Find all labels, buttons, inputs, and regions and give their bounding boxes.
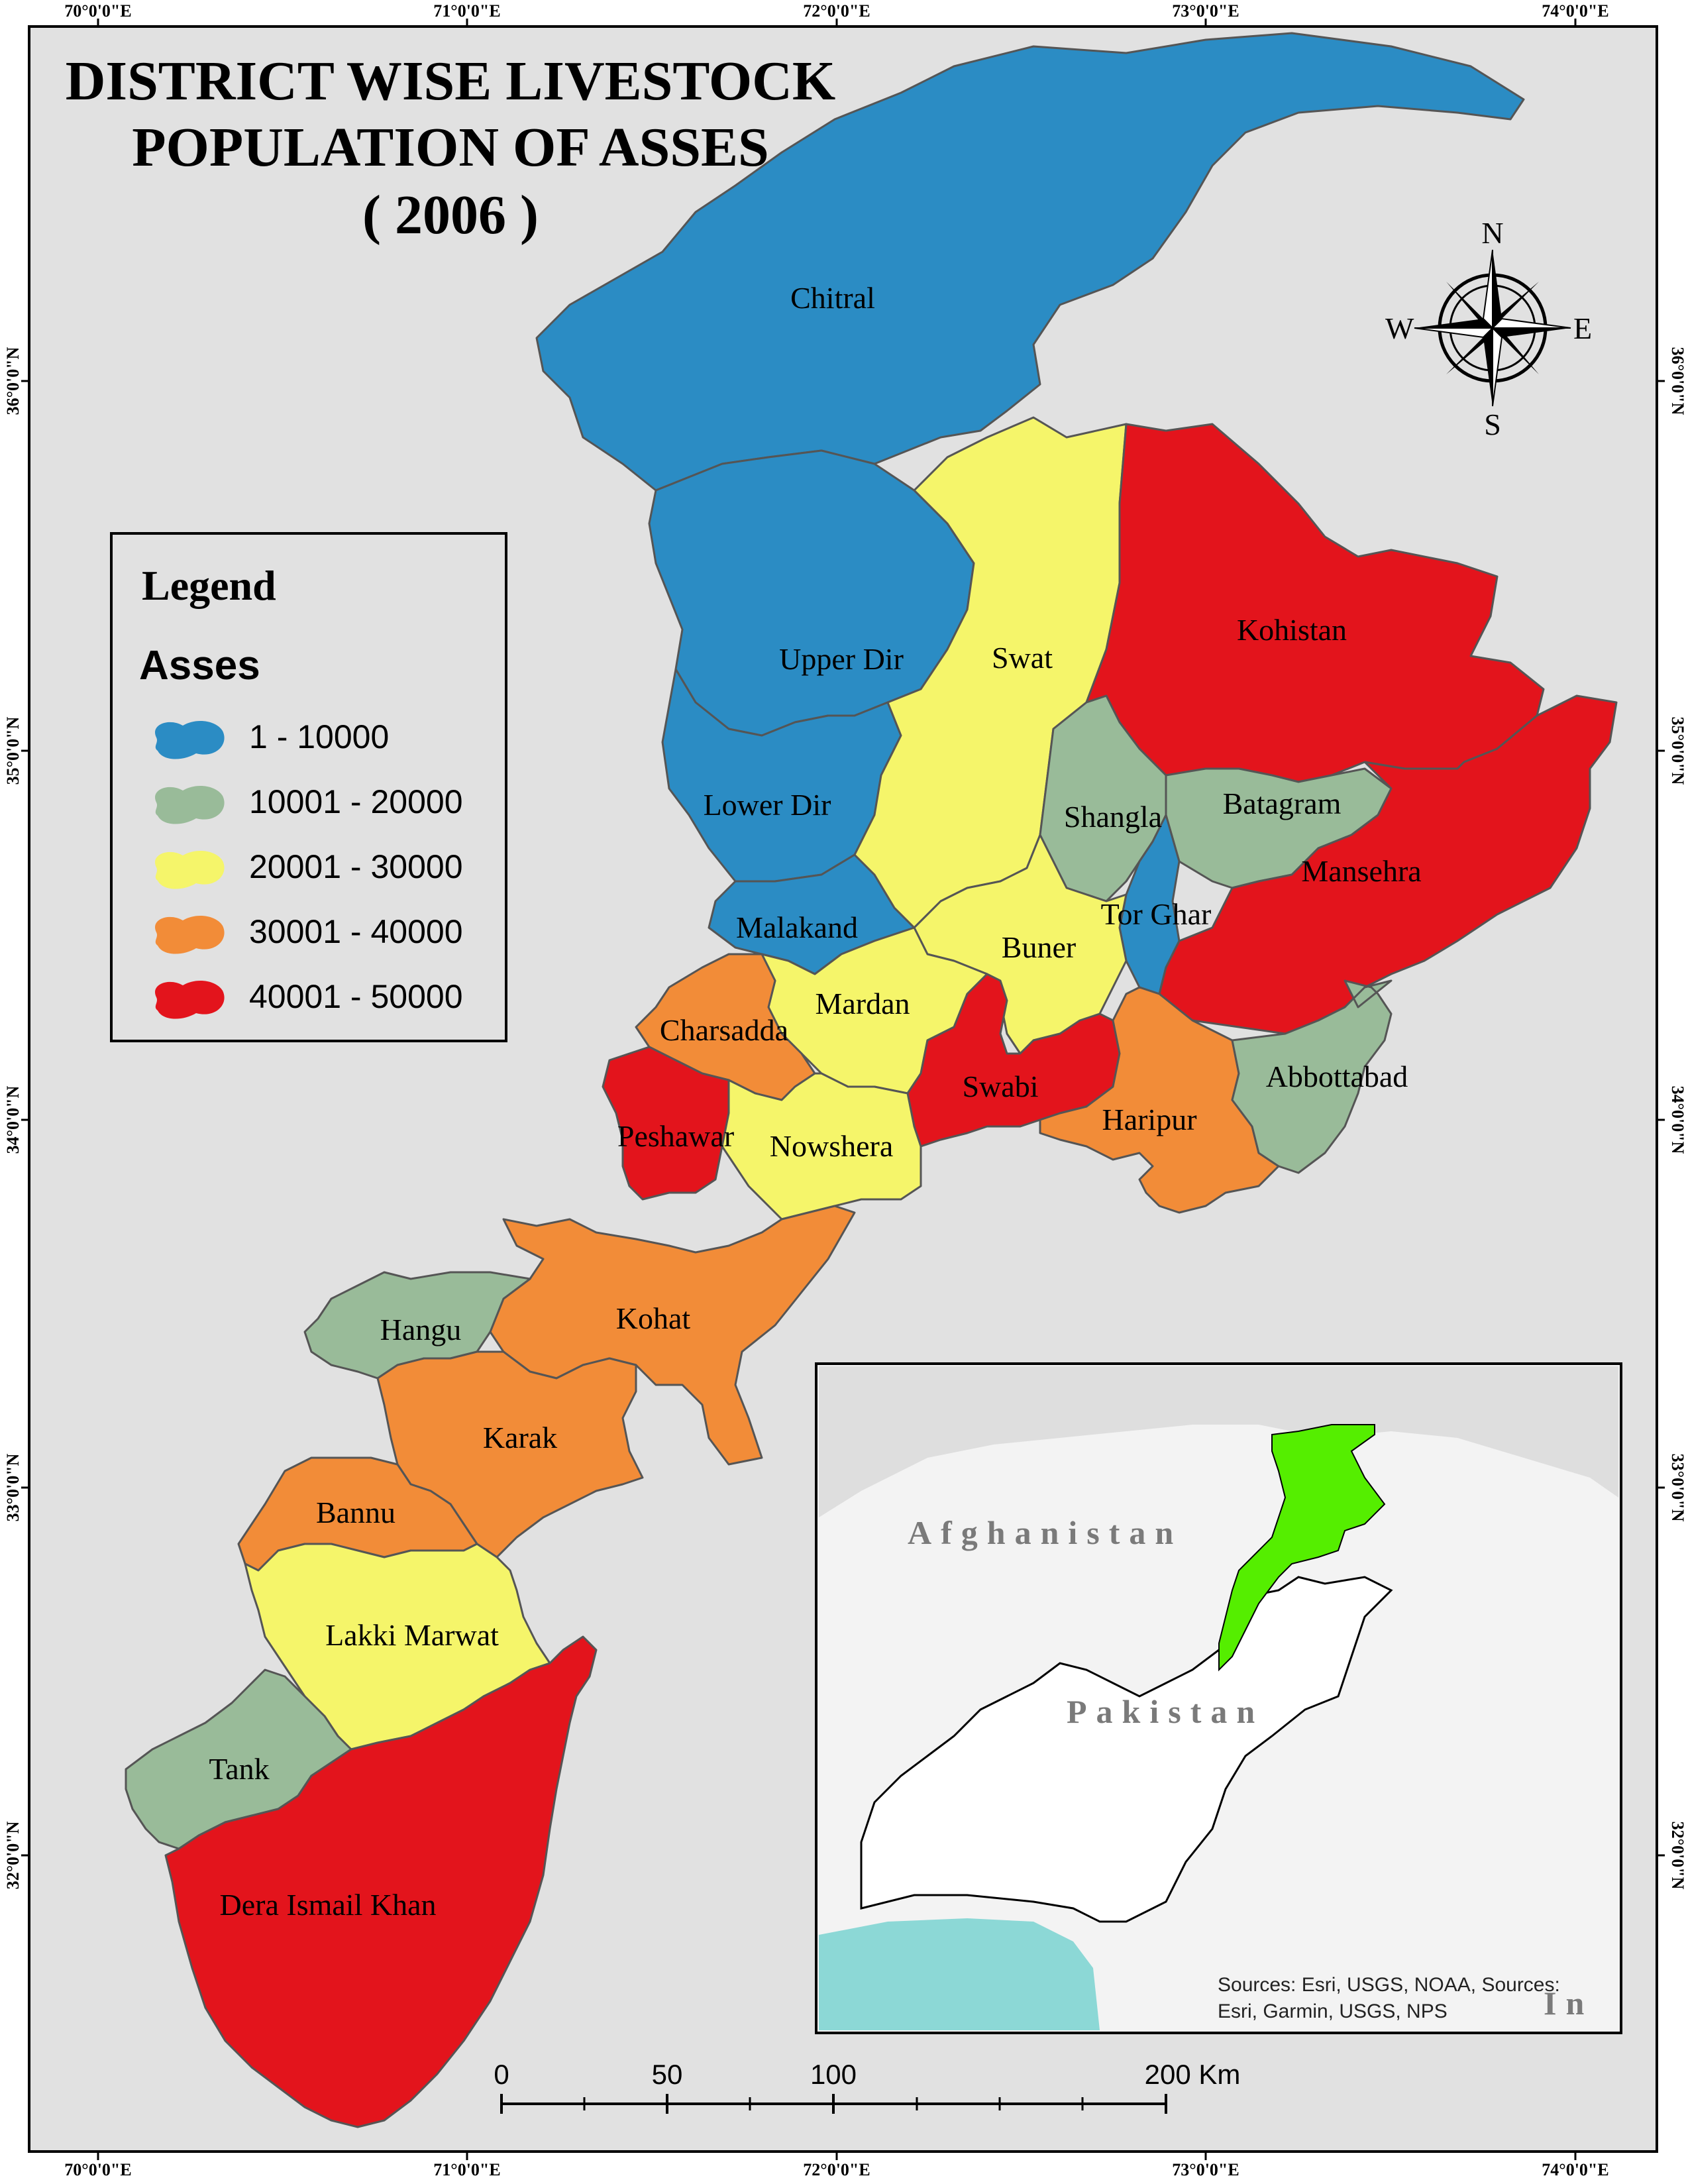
legend: Legend Asses 1 - 10000 10001 - 20000 200… xyxy=(110,532,507,1042)
lat-label-left-35: 35°0'0"N xyxy=(3,716,23,785)
lat-label-right-32: 32°0'0"N xyxy=(1668,1822,1686,1890)
inset-kpk-highlight xyxy=(1218,1424,1386,1672)
compass-s: S xyxy=(1484,408,1501,441)
label-shangla: Shangla xyxy=(1064,800,1162,834)
lon-label-top-73: 73°0'0"E xyxy=(1172,1,1239,21)
label-kohat: Kohat xyxy=(616,1301,691,1335)
scale-tick-100: 100 xyxy=(810,2059,857,2090)
lat-label-left-32: 32°0'0"N xyxy=(3,1821,23,1889)
label-tor-ghar: Tor Ghar xyxy=(1101,897,1212,931)
scale-tick-0: 0 xyxy=(494,2059,509,2090)
compass-rose: N S E W xyxy=(1385,216,1592,441)
legend-label-2: 10001 - 20000 xyxy=(249,783,463,820)
lat-label-left-33: 33°0'0"N xyxy=(3,1453,23,1521)
inset-pakistan xyxy=(860,1576,1393,1923)
legend-item-5: 40001 - 50000 xyxy=(150,972,494,1025)
label-karak: Karak xyxy=(483,1421,557,1454)
label-charsadda: Charsadda xyxy=(660,1013,788,1047)
lat-label-left-34: 34°0'0"N xyxy=(3,1085,23,1154)
legend-swatch-4 xyxy=(155,916,225,954)
scale-tick-50: 50 xyxy=(652,2059,683,2090)
label-abbottabad: Abbottabad xyxy=(1266,1060,1408,1093)
label-bannu: Bannu xyxy=(316,1496,395,1529)
label-nowshera: Nowshera xyxy=(770,1129,894,1163)
label-haripur: Haripur xyxy=(1102,1103,1196,1136)
lon-label-top-70: 70°0'0"E xyxy=(64,1,131,21)
legend-item-2: 10001 - 20000 xyxy=(150,777,494,830)
compass-w: W xyxy=(1385,311,1414,345)
legend-label-4: 30001 - 40000 xyxy=(249,913,463,950)
map-title-line3: ( 2006 ) xyxy=(362,184,539,246)
lat-label-right-36: 36°0'0"N xyxy=(1668,347,1686,415)
inset-map: Afghanistan Pakistan In Sources: Esri, U… xyxy=(815,1362,1622,2034)
lat-label-right-35: 35°0'0"N xyxy=(1668,717,1686,785)
inset-sea xyxy=(819,1918,1100,2030)
legend-swatch-3 xyxy=(155,851,225,889)
inset-label-india: In xyxy=(1544,1985,1593,2022)
label-kohistan: Kohistan xyxy=(1237,613,1347,647)
lon-label-bottom-73: 73°0'0"E xyxy=(1172,2160,1239,2179)
compass-n: N xyxy=(1481,216,1503,250)
label-dera-ismail-khan: Dera Ismail Khan xyxy=(220,1888,437,1922)
district-abbottabad xyxy=(1231,979,1393,1174)
legend-label-1: 1 - 10000 xyxy=(249,718,390,755)
label-chitral: Chitral xyxy=(790,281,875,315)
lat-label-left-36: 36°0'0"N xyxy=(3,347,23,415)
label-swabi: Swabi xyxy=(963,1069,1039,1103)
lon-label-top-71: 71°0'0"E xyxy=(433,1,500,21)
label-upper-dir: Upper Dir xyxy=(779,642,904,676)
lon-label-top-74: 74°0'0"E xyxy=(1542,1,1608,21)
lon-label-top-72: 72°0'0"E xyxy=(803,1,870,21)
legend-swatch-1 xyxy=(155,721,225,759)
district-shangla xyxy=(1039,694,1167,902)
map-title-line1: DISTRICT WISE LIVESTOCK xyxy=(66,50,836,112)
district-dera-ismail-khan xyxy=(164,1635,598,2128)
lat-label-right-34: 34°0'0"N xyxy=(1668,1086,1686,1154)
legend-swatch-2 xyxy=(155,786,225,824)
label-mansehra: Mansehra xyxy=(1301,854,1421,888)
lon-label-bottom-70: 70°0'0"E xyxy=(64,2160,131,2179)
lon-label-bottom-74: 74°0'0"E xyxy=(1542,2160,1608,2179)
label-mardan: Mardan xyxy=(815,987,910,1020)
district-haripur xyxy=(1039,986,1280,1214)
legend-item-1: 1 - 10000 xyxy=(150,712,494,765)
label-lakki-marwat: Lakki Marwat xyxy=(325,1618,499,1652)
district-peshawar xyxy=(602,1046,730,1201)
inset-label-pakistan: Pakistan xyxy=(1067,1693,1264,1730)
legend-title: Legend xyxy=(142,562,276,609)
district-nowshera xyxy=(721,1072,922,1221)
label-batagram: Batagram xyxy=(1223,787,1342,820)
inset-label-afghanistan: Afghanistan xyxy=(908,1514,1183,1551)
legend-item-4: 30001 - 40000 xyxy=(150,907,494,960)
lon-label-bottom-72: 72°0'0"E xyxy=(803,2160,870,2179)
scale-bar: 0 50 100 200 Km xyxy=(494,2059,1240,2114)
label-swat: Swat xyxy=(992,641,1053,675)
legend-label-3: 20001 - 30000 xyxy=(249,848,463,885)
label-malakand: Malakand xyxy=(736,910,858,944)
district-chitral xyxy=(535,32,1525,492)
label-tank: Tank xyxy=(209,1752,269,1786)
scale-tick-200: 200 Km xyxy=(1145,2059,1241,2090)
lon-label-bottom-71: 71°0'0"E xyxy=(433,2160,500,2179)
district-swabi xyxy=(906,973,1121,1148)
label-buner: Buner xyxy=(1002,930,1076,964)
legend-swatch-5 xyxy=(155,981,225,1019)
label-lower-dir: Lower Dir xyxy=(704,788,831,822)
lat-label-right-33: 33°0'0"N xyxy=(1668,1454,1686,1522)
inset-sources-2: Esri, Garmin, USGS, NPS xyxy=(1218,2000,1448,2022)
inset-sources-1: Sources: Esri, USGS, NOAA, Sources: xyxy=(1218,1974,1560,1996)
legend-item-3: 20001 - 30000 xyxy=(150,842,494,895)
compass-e: E xyxy=(1573,311,1592,345)
legend-subtitle: Asses xyxy=(139,643,260,688)
label-hangu: Hangu xyxy=(380,1313,462,1346)
map-title-line2: POPULATION OF ASSES xyxy=(132,117,769,178)
legend-label-5: 40001 - 50000 xyxy=(249,978,463,1015)
label-peshawar: Peshawar xyxy=(617,1119,734,1153)
graticule-ticks xyxy=(21,19,1665,2160)
